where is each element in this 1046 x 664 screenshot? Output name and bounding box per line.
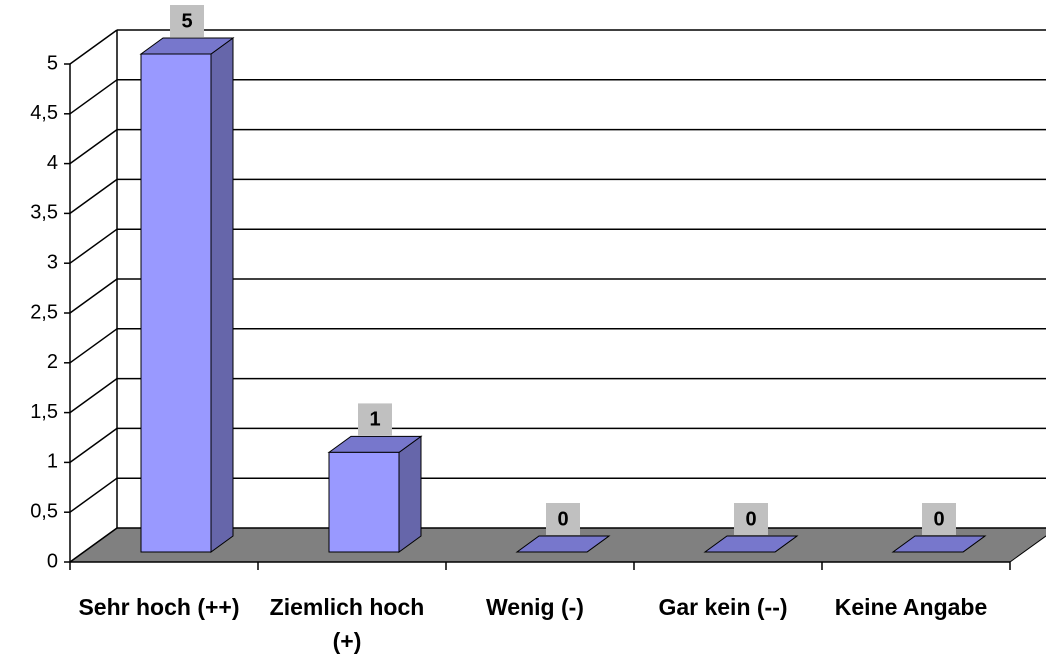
value-label-box (358, 403, 392, 436)
value-label-box (170, 5, 204, 37)
bar (515, 535, 611, 553)
y-tick-label: 1,5 (30, 401, 58, 423)
x-tick-label: Wenig (-) (486, 594, 584, 620)
grid-line (69, 477, 118, 513)
bar (139, 37, 235, 553)
value-label: 1 (369, 409, 380, 431)
y-tick-label: 2 (47, 351, 58, 373)
grid-line (69, 527, 118, 563)
x-tick-label: Ziemlich hoch (+) (269, 594, 425, 654)
x-tick-label: Sehr hoch (++) (78, 594, 240, 620)
grid-line (69, 29, 118, 65)
value-label-box (734, 503, 768, 535)
y-tick-label: 4,5 (30, 102, 58, 124)
grid-line (69, 79, 118, 115)
bar-front (328, 451, 400, 553)
bar (891, 535, 987, 553)
y-tick-label: 2,5 (30, 301, 58, 323)
grid-line (69, 228, 118, 264)
bar (327, 435, 423, 553)
bar-side (398, 435, 422, 553)
y-tick-label: 0 (47, 550, 58, 572)
y-tick-label: 4 (47, 152, 58, 174)
bar-front (140, 53, 212, 553)
value-label: 5 (181, 10, 192, 32)
value-label: 0 (745, 508, 756, 530)
value-label: 0 (933, 508, 944, 530)
grid-line (69, 278, 118, 314)
y-tick-label: 3 (47, 251, 58, 273)
grid-line (69, 328, 118, 364)
y-tick-label: 3,5 (30, 202, 58, 224)
x-tick-label: Keine Angabe (834, 594, 988, 620)
y-tick-label: 5 (47, 52, 58, 74)
y-tick-label: 0,5 (30, 500, 58, 522)
bar (703, 535, 799, 553)
grid-line (69, 128, 118, 165)
value-label: 0 (557, 508, 568, 530)
grid-line (69, 377, 118, 414)
x-tick-label: Gar kein (--) (658, 594, 788, 620)
y-tick-label: 1 (47, 451, 58, 473)
grid-line (69, 427, 118, 464)
value-label-box (922, 503, 956, 535)
value-label-box (546, 503, 580, 535)
grid-line (69, 178, 118, 215)
bar-side (210, 37, 234, 553)
